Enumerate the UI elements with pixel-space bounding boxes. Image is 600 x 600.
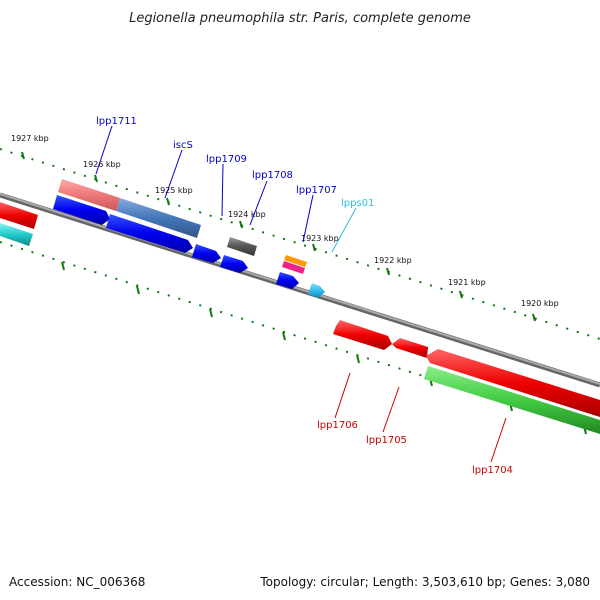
gene-label-lpp1705: lpp1705 — [366, 435, 407, 446]
scale-label: 1925 kbp — [155, 186, 193, 195]
gene-arrow-lpp1705 — [392, 338, 428, 358]
scale-label: 1922 kbp — [374, 256, 412, 265]
gene-label-lpp1707: lpp1707 — [296, 185, 337, 196]
gene-labels: lpp1711 iscS lpp1709 lpp1708 lpp1707 lpp… — [96, 116, 513, 476]
gene-arrow-lpp1711 — [53, 195, 110, 225]
forward-strand-track — [53, 195, 325, 298]
gene-label-lpp1709: lpp1709 — [206, 154, 247, 165]
gene-label-lpp1708: lpp1708 — [252, 170, 293, 181]
map-title: Legionella pneumophila str. Paris, compl… — [129, 11, 471, 26]
gene-arrow-left-red — [0, 202, 38, 229]
scale-label: 1924 kbp — [228, 210, 266, 219]
scale-label: 1927 kbp — [11, 134, 49, 143]
rna-track — [424, 366, 600, 434]
gene-label-iscS: iscS — [173, 140, 193, 151]
gene-label-lpps01: lpps01 — [341, 198, 374, 209]
gene-arrow-left-cyan — [0, 223, 33, 246]
outer-major-ticks — [21, 151, 536, 322]
scale-labels: 1927 kbp 1926 kbp 1925 kbp 1924 kbp 1923… — [11, 134, 559, 308]
scale-label: 1920 kbp — [521, 299, 559, 308]
feature-pink-block — [58, 179, 120, 211]
feature-track-outer — [58, 179, 307, 274]
label-leaders — [95, 125, 507, 463]
gene-label-lpp1706: lpp1706 — [317, 420, 358, 431]
feature-magenta-block — [282, 261, 305, 274]
trna-arrow-lpps01 — [308, 283, 325, 298]
feature-green-block — [424, 366, 600, 434]
inner-major-ticks — [61, 261, 587, 435]
accession-text: Accession: NC_006368 — [9, 575, 145, 589]
genome-backbone — [0, 192, 600, 388]
topology-summary: Topology: circular; Length: 3,503,610 bp… — [259, 575, 590, 589]
feature-steel-block — [116, 198, 201, 238]
scale-label: 1923 kbp — [301, 234, 339, 243]
scale-label: 1921 kbp — [448, 278, 486, 287]
gene-label-lpp1704: lpp1704 — [472, 465, 513, 476]
reverse-strand-track — [0, 202, 600, 417]
gene-arrow-iscS — [106, 214, 193, 253]
scale-label: 1926 kbp — [83, 160, 121, 169]
feature-orange-block — [284, 255, 307, 267]
gene-label-lpp1711: lpp1711 — [96, 116, 137, 127]
feature-gray-block — [227, 237, 257, 256]
outer-scale-ring — [0, 148, 600, 340]
gene-arrow-lpp1706 — [333, 320, 392, 350]
gene-arrow-lpp1708 — [220, 255, 248, 273]
gene-arrow-lpp1709 — [192, 244, 221, 263]
gene-arrow-lpp1707 — [276, 272, 299, 289]
gene-arrow-lpp1704 — [426, 349, 600, 417]
